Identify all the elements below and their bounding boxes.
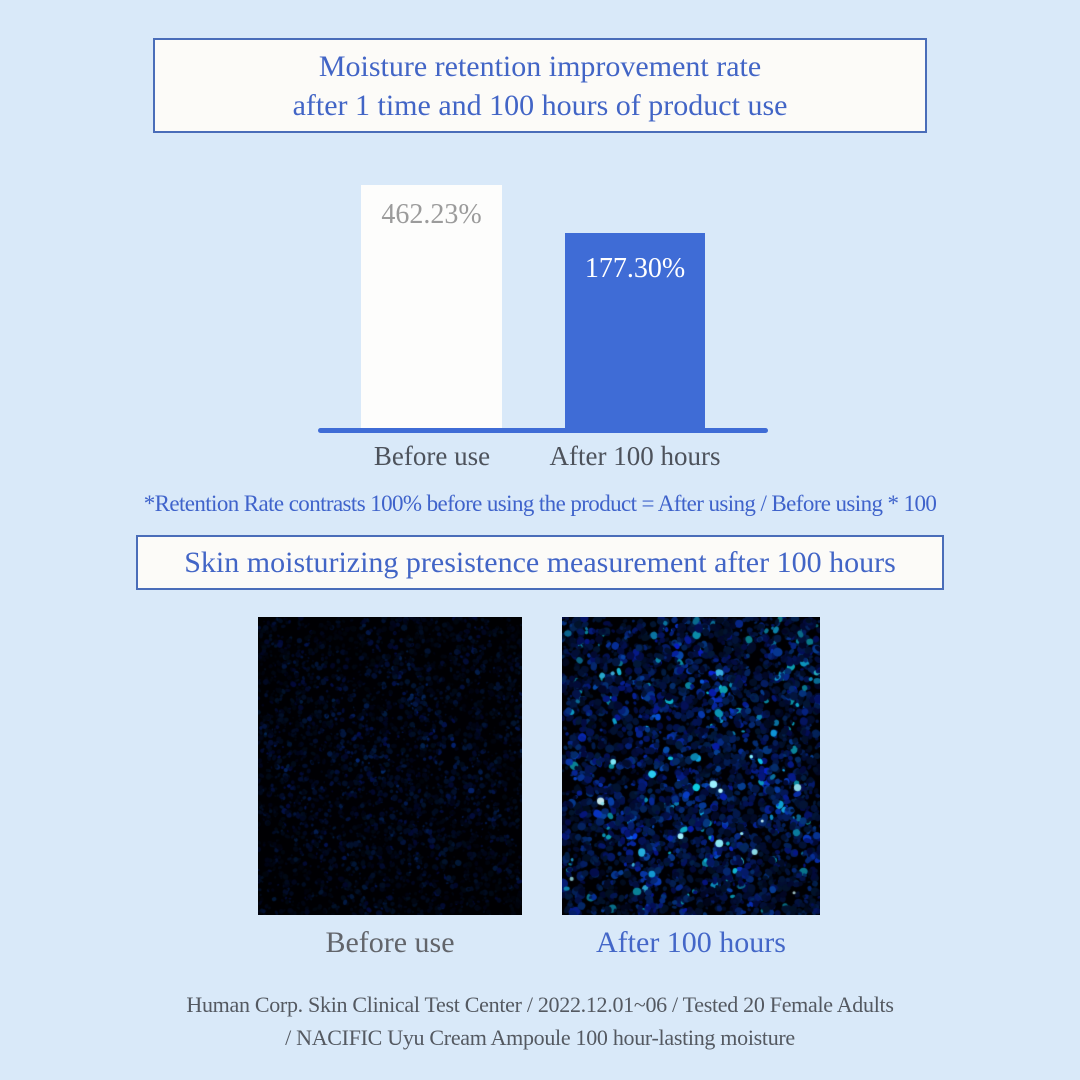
footer-line1: Human Corp. Skin Clinical Test Center / … [186,992,894,1017]
chart-axis-line [318,428,768,433]
test-attribution-footer: Human Corp. Skin Clinical Test Center / … [0,988,1080,1054]
main-title-box: Moisture retention improvement rate afte… [153,38,927,133]
bar-value-before: 462.23% [381,199,482,230]
retention-rate-footnote: *Retention Rate contrasts 100% before us… [143,491,937,516]
footer-line2: / NACIFIC Uyu Cream Ampoule 100 hour-las… [285,1025,795,1050]
section2-title-box: Skin moisturizing presistence measuremen… [136,535,944,590]
category-label-before: Before use [373,441,491,471]
bar-value-after: 177.30% [584,253,686,284]
bar-before-use: 462.23% [361,185,502,430]
image-caption-before: Before use [325,926,455,959]
microscopy-image-before-use [258,617,522,915]
section2-title: Skin moisturizing presistence measuremen… [184,545,896,579]
category-label-after: After 100 hours [549,441,721,471]
main-title-line2: after 1 time and 100 hours of product us… [292,88,788,122]
main-title-line1: Moisture retention improvement rate [318,49,762,83]
microscopy-image-after-100-hours [562,617,820,915]
bar-after-100-hours: 177.30% [565,233,705,430]
image-caption-after: After 100 hours [596,926,786,959]
